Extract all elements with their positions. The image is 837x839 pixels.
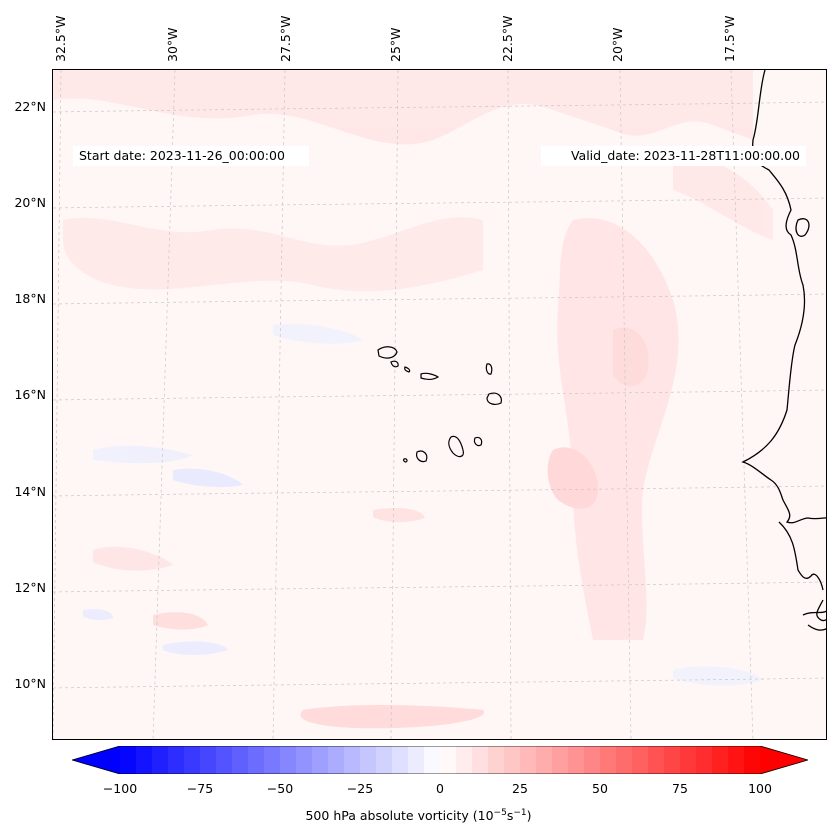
- colorbar-segment: [248, 746, 265, 774]
- colorbar-segment: [392, 746, 409, 774]
- colorbar-segment: [696, 746, 713, 774]
- colorbar-segment: [680, 746, 697, 774]
- latitude-label: 20°N: [14, 195, 46, 210]
- colorbar-segment: [616, 746, 633, 774]
- colorbar-segment: [440, 746, 457, 774]
- latitude-label: 16°N: [14, 387, 46, 402]
- map-panel: Start date: 2023-11-26_00:00:00 Valid_da…: [52, 69, 827, 740]
- colorbar-segment: [472, 746, 489, 774]
- colorbar-segment: [280, 746, 297, 774]
- colorbar-tick-label: −50: [266, 781, 294, 796]
- graticule: [53, 70, 826, 739]
- colorbar-segment: [120, 746, 137, 774]
- longitude-label: 17.5°W: [722, 15, 737, 62]
- colorbar-segment: [584, 746, 601, 774]
- colorbar-segment: [536, 746, 553, 774]
- colorbar-segment: [136, 746, 153, 774]
- longitude-label: 25°W: [388, 27, 403, 62]
- colorbar-tick-label: 0: [436, 781, 444, 796]
- colorbar-segment: [728, 746, 745, 774]
- colorbar-tick-label: 100: [748, 781, 772, 796]
- colorbar-segment: [744, 746, 761, 774]
- colorbar-segment: [632, 746, 649, 774]
- colorbar-segment: [264, 746, 281, 774]
- colorbar-segment: [344, 746, 361, 774]
- latitude-label: 12°N: [14, 580, 46, 595]
- colorbar-segment: [216, 746, 233, 774]
- colorbar-segment: [232, 746, 249, 774]
- start-date-label: Start date: 2023-11-26_00:00:00: [73, 146, 309, 166]
- colorbar-segment: [408, 746, 425, 774]
- colorbar-segment: [184, 746, 201, 774]
- colorbar-scale: [70, 745, 810, 775]
- colorbar-segment: [424, 746, 441, 774]
- colorbar-tick-label: −75: [186, 781, 214, 796]
- valid-date-label: Valid_date: 2023-11-28T11:00:00.00: [541, 146, 806, 166]
- colorbar: [70, 745, 810, 775]
- coastline: [741, 70, 826, 631]
- colorbar-tick-label: −100: [102, 781, 138, 796]
- colorbar-segment: [200, 746, 217, 774]
- vorticity-field: [53, 70, 773, 729]
- longitude-label: 20°W: [610, 27, 625, 62]
- cape-verde-islands: [377, 346, 502, 463]
- latitude-label: 14°N: [14, 484, 46, 499]
- colorbar-segment: [152, 746, 169, 774]
- colorbar-segment: [712, 746, 729, 774]
- colorbar-segment: [648, 746, 665, 774]
- colorbar-segment: [488, 746, 505, 774]
- colorbar-segment: [328, 746, 345, 774]
- colorbar-segment: [552, 746, 569, 774]
- colorbar-tick-label: −25: [346, 781, 374, 796]
- longitude-label: 32.5°W: [53, 15, 68, 62]
- colorbar-label: 500 hPa absolute vorticity (10−5s−1): [305, 808, 532, 824]
- latitude-label: 10°N: [14, 676, 46, 691]
- colorbar-segment: [664, 746, 681, 774]
- colorbar-segment: [504, 746, 521, 774]
- colorbar-tick-label: 75: [672, 781, 688, 796]
- longitude-label: 30°W: [165, 27, 180, 62]
- latitude-label: 18°N: [14, 291, 46, 306]
- colorbar-segment: [376, 746, 393, 774]
- latitude-label: 22°N: [14, 99, 46, 114]
- colorbar-segment: [296, 746, 313, 774]
- colorbar-segment: [568, 746, 585, 774]
- colorbar-segment: [456, 746, 473, 774]
- colorbar-segment: [520, 746, 537, 774]
- colorbar-extend-max: [760, 746, 808, 774]
- colorbar-tick-label: 25: [512, 781, 528, 796]
- colorbar-segment: [600, 746, 617, 774]
- map-canvas: [53, 70, 826, 739]
- colorbar-tick-label: 50: [592, 781, 608, 796]
- longitude-label: 27.5°W: [278, 15, 293, 62]
- colorbar-segment: [168, 746, 185, 774]
- colorbar-extend-min: [72, 746, 120, 774]
- colorbar-segment: [360, 746, 377, 774]
- longitude-label: 22.5°W: [500, 15, 515, 62]
- colorbar-segment: [312, 746, 329, 774]
